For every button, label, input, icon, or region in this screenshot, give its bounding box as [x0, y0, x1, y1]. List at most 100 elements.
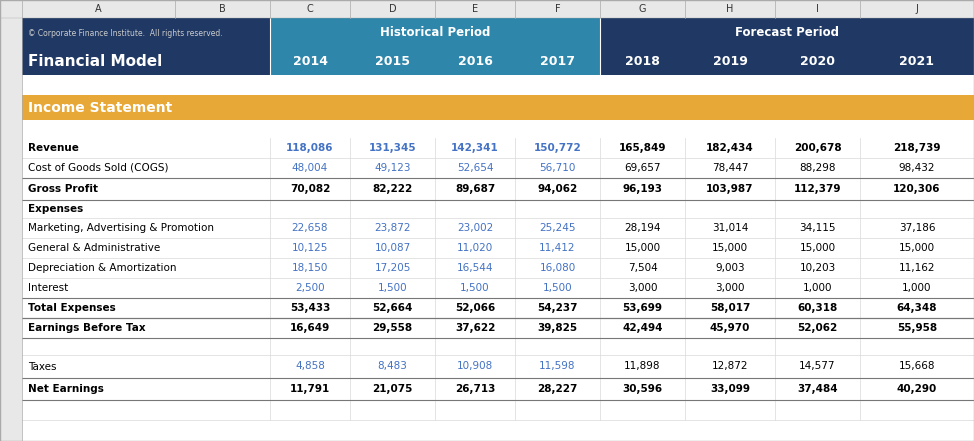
Text: 76: 76: [6, 406, 17, 415]
Bar: [600, 18, 974, 48]
Bar: [0, 355, 974, 378]
Text: 2015: 2015: [375, 55, 410, 68]
Text: G: G: [639, 4, 647, 14]
Text: General & Administrative: General & Administrative: [28, 243, 161, 253]
Bar: [0, 120, 974, 138]
Text: 54,237: 54,237: [538, 303, 578, 313]
Text: 1,000: 1,000: [902, 283, 932, 293]
Text: 218,739: 218,739: [893, 143, 941, 153]
Text: 11,898: 11,898: [624, 362, 660, 371]
Text: 70: 70: [6, 284, 17, 292]
Text: Taxes: Taxes: [28, 362, 56, 371]
Bar: [0, 318, 974, 338]
Text: 1,500: 1,500: [378, 283, 407, 293]
Text: 70,082: 70,082: [290, 184, 330, 194]
Text: 11,020: 11,020: [457, 243, 493, 253]
Text: F: F: [554, 4, 560, 14]
Text: 21,075: 21,075: [372, 384, 413, 394]
Text: 61: 61: [6, 103, 17, 112]
Text: 2020: 2020: [800, 55, 835, 68]
Text: 15,000: 15,000: [624, 243, 660, 253]
Text: H: H: [727, 4, 733, 14]
Text: I: I: [816, 4, 819, 14]
Text: 30,596: 30,596: [622, 384, 662, 394]
Text: 165,849: 165,849: [618, 143, 666, 153]
Text: 29,558: 29,558: [372, 323, 413, 333]
Text: Interest: Interest: [28, 283, 68, 293]
Text: Financial Model: Financial Model: [28, 54, 163, 69]
Text: Depreciation & Amortization: Depreciation & Amortization: [28, 263, 176, 273]
Text: 16,544: 16,544: [457, 263, 493, 273]
Text: Revenue: Revenue: [28, 143, 79, 153]
Text: 15,668: 15,668: [899, 362, 935, 371]
Text: 3,000: 3,000: [715, 283, 745, 293]
Text: 53,433: 53,433: [290, 303, 330, 313]
Text: A: A: [95, 4, 102, 14]
Text: Expenses: Expenses: [28, 204, 83, 214]
Text: 71: 71: [6, 303, 17, 313]
Text: 2018: 2018: [625, 55, 660, 68]
Text: 10,203: 10,203: [800, 263, 836, 273]
Text: 26,713: 26,713: [455, 384, 495, 394]
Bar: [0, 178, 974, 200]
Text: Forecast Period: Forecast Period: [735, 26, 839, 40]
Text: C: C: [307, 4, 314, 14]
Text: 15,000: 15,000: [800, 243, 836, 253]
Text: Marketing, Advertising & Promotion: Marketing, Advertising & Promotion: [28, 223, 214, 233]
Text: 103,987: 103,987: [706, 184, 754, 194]
Text: Cost of Goods Sold (COGS): Cost of Goods Sold (COGS): [28, 163, 169, 173]
Text: 112,379: 112,379: [794, 184, 842, 194]
Text: B: B: [219, 4, 226, 14]
Bar: [0, 400, 974, 420]
Text: 45,970: 45,970: [710, 323, 750, 333]
Text: 89,687: 89,687: [455, 184, 495, 194]
Text: 2,500: 2,500: [295, 283, 324, 293]
Text: 52,062: 52,062: [798, 323, 838, 333]
Text: 150,772: 150,772: [534, 143, 581, 153]
Text: 63: 63: [6, 143, 17, 153]
Bar: [0, 200, 974, 218]
Text: 10,908: 10,908: [457, 362, 493, 371]
Text: 15,000: 15,000: [899, 243, 935, 253]
Text: E: E: [472, 4, 478, 14]
Text: 56,710: 56,710: [540, 163, 576, 173]
Bar: [0, 18, 270, 48]
Text: 11,162: 11,162: [899, 263, 935, 273]
Text: 96,193: 96,193: [622, 184, 662, 194]
Bar: [0, 258, 974, 278]
Text: 55,958: 55,958: [897, 323, 937, 333]
Text: 14,577: 14,577: [800, 362, 836, 371]
Text: 68: 68: [6, 243, 17, 253]
Text: 16,080: 16,080: [540, 263, 576, 273]
Text: 98,432: 98,432: [899, 163, 935, 173]
Text: 39,825: 39,825: [538, 323, 578, 333]
Text: 118,086: 118,086: [286, 143, 334, 153]
Text: 2021: 2021: [900, 55, 934, 68]
Text: 37,186: 37,186: [899, 223, 935, 233]
Text: 34,115: 34,115: [800, 223, 836, 233]
Text: 74: 74: [6, 362, 17, 371]
Bar: [0, 378, 974, 400]
Text: 120,306: 120,306: [893, 184, 941, 194]
Text: 9,003: 9,003: [715, 263, 745, 273]
Text: 58,017: 58,017: [710, 303, 750, 313]
Text: 10,125: 10,125: [292, 243, 328, 253]
Bar: [0, 238, 974, 258]
Text: 82,222: 82,222: [372, 184, 413, 194]
Bar: [0, 48, 270, 75]
Text: 182,434: 182,434: [706, 143, 754, 153]
Text: 69: 69: [6, 264, 17, 273]
Text: 37,622: 37,622: [455, 323, 495, 333]
Text: 18,150: 18,150: [292, 263, 328, 273]
Text: 1,500: 1,500: [543, 283, 573, 293]
Text: 73: 73: [6, 342, 17, 351]
Text: 64: 64: [6, 164, 17, 172]
Text: 53,699: 53,699: [622, 303, 662, 313]
Text: 33,099: 33,099: [710, 384, 750, 394]
Bar: [600, 48, 974, 75]
Text: 94,062: 94,062: [538, 184, 578, 194]
Bar: [270, 18, 600, 48]
Bar: [0, 138, 974, 158]
Text: 52,066: 52,066: [455, 303, 495, 313]
Bar: [0, 158, 974, 178]
